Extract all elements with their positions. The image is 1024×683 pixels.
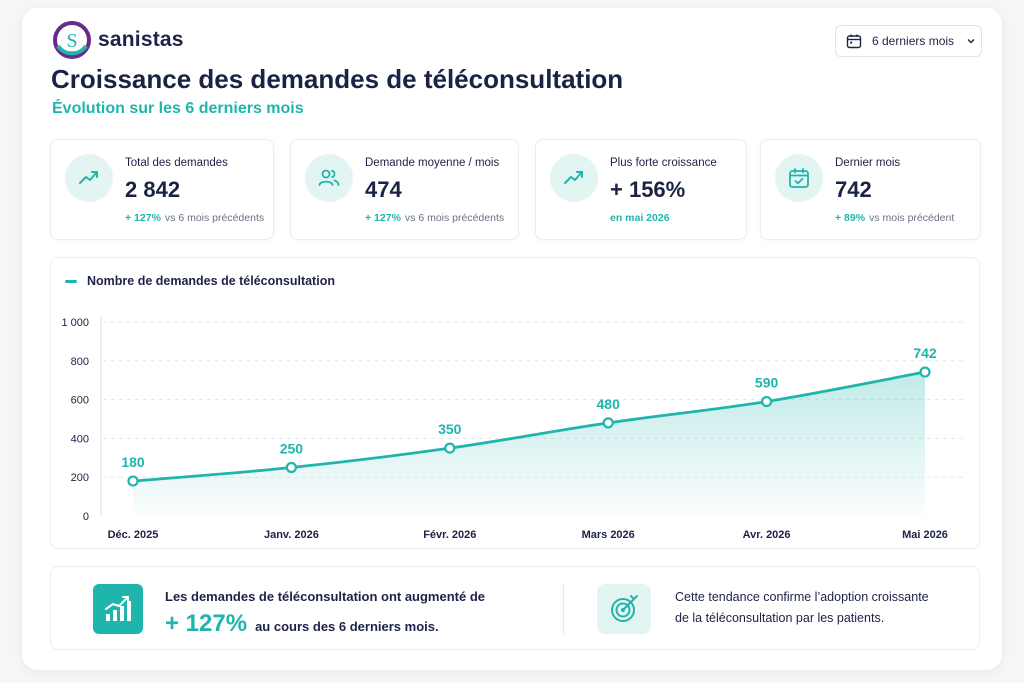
calendar-icon: [846, 34, 862, 49]
page-subtitle: Évolution sur les 6 derniers mois: [52, 100, 304, 117]
summary-text-line1: Les demandes de téléconsultation ont aug…: [165, 589, 486, 604]
svg-text:S: S: [66, 30, 77, 52]
data-label: 480: [597, 396, 621, 412]
brand-name: sanistas: [98, 28, 184, 51]
kpi-card-average: Demande moyenne / mois 474 + 127% vs 6 mo…: [290, 139, 519, 240]
kpi-delta-value: + 89%: [835, 212, 866, 224]
y-tick-label: 400: [71, 433, 89, 445]
kpi-delta: + 127% vs 6 mois précédents: [365, 212, 504, 224]
line-chart: 0 200 400 600 800 1 000 Déc. 2025 Janv. 2026 Fév…: [61, 316, 963, 541]
x-tick-label: Déc. 2025: [108, 529, 159, 541]
kpi-delta-text: vs 6 mois précédents: [164, 212, 265, 224]
data-label: 250: [280, 441, 304, 457]
data-point: [127, 475, 139, 487]
data-point: [602, 417, 614, 429]
kpi-value: 742: [835, 177, 872, 202]
kpi-card-last-month: Dernier mois 742 + 89% vs mois précédent: [760, 139, 981, 240]
kpi-delta: + 89% vs mois précédent: [835, 212, 954, 224]
data-point: [444, 442, 456, 454]
kpi-delta-value: + 127%: [365, 212, 401, 224]
kpi-label: Plus forte croissance: [610, 157, 717, 169]
summary-right-line1: Cette tendance confirme l’adoption crois…: [675, 590, 929, 604]
kpi-note: en mai 2026: [610, 212, 670, 224]
kpi-delta: + 127% vs 6 mois précédents: [125, 212, 264, 224]
chart-legend: Nombre de demandes de téléconsultation: [65, 274, 335, 288]
users-icon: [318, 169, 340, 186]
divider: [563, 583, 564, 635]
sanistas-logo: S: [53, 21, 91, 59]
trend-up-icon: [79, 171, 98, 184]
summary-right-line2: de la téléconsultation par les patients.: [675, 611, 885, 625]
period-selector-label: 6 derniers mois: [872, 34, 955, 48]
chevron-down-icon: [967, 39, 975, 44]
x-tick-label: Févr. 2026: [423, 529, 476, 541]
kpi-delta-text: vs 6 mois précédents: [404, 212, 505, 224]
summary-highlight: + 127%: [165, 610, 248, 637]
page-title: Croissance des demandes de téléconsultat…: [51, 64, 624, 94]
kpi-value: 474: [365, 177, 402, 202]
kpi-label: Demande moyenne / mois: [365, 157, 500, 169]
data-label: 590: [755, 375, 779, 391]
y-tick-label: 200: [71, 472, 89, 484]
period-selector[interactable]: 6 derniers mois: [835, 25, 982, 57]
kpi-value: 2 842: [125, 177, 181, 202]
summary-text-line2: au cours des 6 derniers mois.: [255, 619, 439, 634]
y-tick-label: 1 000: [61, 317, 89, 329]
calendar-check-icon: [789, 168, 809, 188]
y-tick-label: 600: [71, 395, 89, 407]
y-tick-label: 0: [83, 511, 89, 523]
y-tick-label: 800: [71, 356, 89, 368]
x-tick-label: Avr. 2026: [743, 529, 791, 541]
bar-chart-growth-icon: [105, 596, 131, 621]
kpi-card-growth: Plus forte croissance + 156% en mai 2026: [535, 139, 747, 240]
legend-label: Nombre de demandes de téléconsultation: [87, 274, 335, 288]
kpi-delta-text: vs mois précédent: [869, 212, 955, 224]
kpi-label: Dernier mois: [835, 157, 901, 169]
x-tick-label: Mars 2026: [582, 529, 635, 541]
data-point: [919, 366, 931, 378]
target-icon: [611, 595, 638, 622]
summary-panel: Les demandes de téléconsultation ont aug…: [50, 566, 980, 650]
kpi-label: Total des demandes: [125, 157, 228, 169]
data-label: 180: [121, 454, 145, 470]
x-tick-label: Mai 2026: [902, 529, 948, 541]
trend-up-icon: [564, 171, 583, 184]
dashboard-page: S sanistas 6 derniers mois Croissance de…: [22, 8, 1002, 670]
legend-swatch: [65, 279, 77, 283]
kpi-value: + 156%: [610, 177, 686, 202]
x-tick-label: Janv. 2026: [264, 529, 319, 541]
data-label: 742: [913, 345, 937, 361]
kpi-delta-value: + 127%: [125, 212, 161, 224]
series-line: [131, 370, 927, 483]
data-label: 350: [438, 421, 462, 437]
chart-card: 0 200 400 600 800 1 000 Déc. 2025 Janv. 2026 Fév…: [50, 257, 980, 549]
kpi-card-total: Total des demandes 2 842 + 127% vs 6 mois…: [50, 139, 274, 240]
data-point: [285, 461, 297, 474]
data-point: [760, 395, 773, 408]
brand: S sanistas: [52, 20, 184, 60]
